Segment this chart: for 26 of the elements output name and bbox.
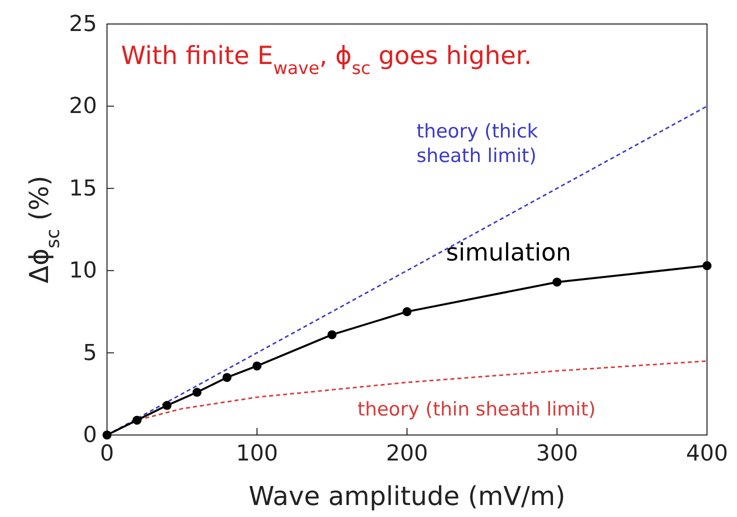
x-tick-label: 200 <box>386 442 428 467</box>
y-tick-label: 15 <box>69 176 97 202</box>
x-tick-label: 300 <box>536 442 578 467</box>
series-label: theory (thick sheath limit) <box>416 120 538 168</box>
y-tick-label: 25 <box>69 12 97 38</box>
y-tick-label: 5 <box>83 340 97 366</box>
x-tick-label: 400 <box>686 442 728 467</box>
x-axis-title: Wave amplitude (mV/m) <box>248 482 566 512</box>
point <box>222 372 232 382</box>
point <box>102 430 112 440</box>
point <box>327 330 337 340</box>
point <box>162 400 172 410</box>
series-label: theory (thin sheath limit) <box>358 398 596 420</box>
point <box>252 361 262 370</box>
point <box>702 261 712 270</box>
point <box>132 416 142 425</box>
point <box>192 388 202 397</box>
point <box>552 278 562 287</box>
series-label: simulation <box>446 238 572 267</box>
point <box>402 307 412 316</box>
y-tick-label: 0 <box>83 423 97 448</box>
x-tick-label: 0 <box>100 442 114 467</box>
annotation: With finite E$_{wave}$, ϕ$_{sc}$ goes higher. <box>121 41 532 79</box>
y-tick-label: 10 <box>69 258 97 284</box>
x-tick-label: 100 <box>236 442 278 467</box>
y-tick-label: 20 <box>69 94 97 120</box>
